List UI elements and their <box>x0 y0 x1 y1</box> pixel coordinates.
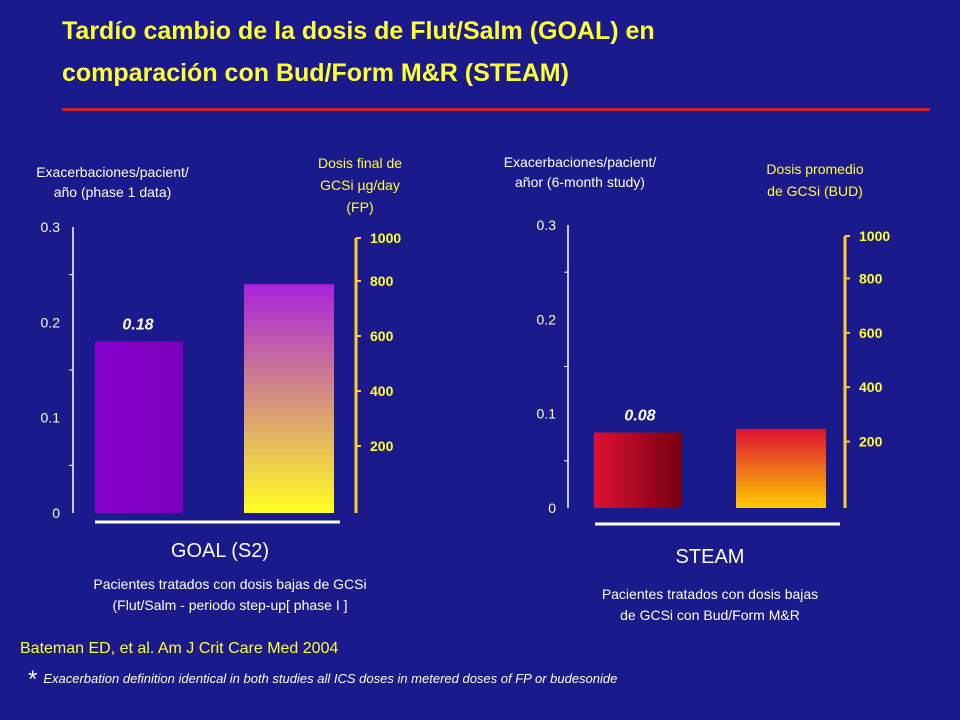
footnote: * Exacerbation definition identical in bo… <box>28 666 928 694</box>
steam-dose-tick-label: 600 <box>859 325 883 341</box>
goal-dose-tick-label: 200 <box>370 438 394 454</box>
goal-left-tick-label: 0.3 <box>41 219 61 235</box>
title-line-1: Tardío cambio de la dosis de Flut/Salm (… <box>62 17 655 45</box>
goal-right-axis-label: Dosis final de GCSi µg/day (FP) <box>290 152 430 218</box>
goal-right-axis-label-line-3: (FP) <box>346 199 374 215</box>
steam-bar-exacerbations <box>594 432 682 508</box>
goal-left-axis-label-line-2: año (phase 1 data) <box>53 184 172 200</box>
steam-left-axis-label: Exacerbaciones/pacient/ añor (6-month st… <box>465 152 695 192</box>
goal-left-tick-label: 0 <box>52 505 60 521</box>
steam-chart: 0.3 0.2 0.1 0 1000 800 600 400 200 0.08 <box>537 217 890 526</box>
goal-left-axis-label: Exacerbaciones/pacient/ año (phase 1 dat… <box>0 162 225 202</box>
goal-left-tick-label: 0.2 <box>41 314 61 330</box>
title-line-2: comparación con Bud/Form M&R (STEAM) <box>62 59 569 87</box>
steam-caption: Pacientes tratados con dosis bajas de GC… <box>530 584 890 626</box>
steam-dose-tick-label: 200 <box>859 434 883 450</box>
steam-left-tick-label: 0.3 <box>537 217 557 233</box>
goal-left-axis-label-line-1: Exacerbaciones/pacient/ <box>36 164 189 180</box>
title-divider <box>62 108 930 111</box>
steam-caption-line-1: Pacientes tratados con dosis bajas <box>601 586 819 602</box>
steam-dose-tick-label: 800 <box>859 270 883 286</box>
steam-left-axis-label-line-2: añor (6-month study) <box>515 174 645 190</box>
steam-left-tick-label: 0.2 <box>537 311 557 327</box>
goal-chart: 0.3 0.2 0.1 0 1000 800 600 400 200 0.18 <box>41 219 401 524</box>
goal-dose-tick-label: 800 <box>370 273 394 289</box>
steam-right-axis-label-line-2: de GCSi (BUD) <box>767 183 863 199</box>
goal-left-tick-label: 0.1 <box>41 410 61 426</box>
footnote-asterisk: * <box>28 666 38 693</box>
steam-left-axis-label-line-1: Exacerbaciones/pacient/ <box>503 154 657 170</box>
steam-bar-value-label: 0.08 <box>624 408 655 425</box>
steam-left-tick-label: 0.1 <box>537 406 557 422</box>
steam-panel-label: STEAM <box>675 546 745 568</box>
goal-dose-tick-label: 600 <box>370 328 394 344</box>
footnote-text: Exacerbation definition identical in bot… <box>43 671 618 686</box>
steam-dose-tick-label: 1000 <box>859 228 890 244</box>
goal-right-axis-label-line-1: Dosis final de <box>317 155 403 171</box>
steam-dose-tick-label: 400 <box>859 379 883 395</box>
goal-dose-tick-label: 1000 <box>370 230 401 246</box>
goal-caption-line-2: (Flut/Salm - periodo step-up[ phase I ] <box>112 597 348 613</box>
goal-dose-tick-label: 400 <box>370 383 394 399</box>
goal-bar-exacerbations <box>95 341 183 513</box>
steam-bar-dose <box>736 428 826 508</box>
goal-caption: Pacientes tratados con dosis bajas de GC… <box>30 574 430 616</box>
goal-panel-label: GOAL (S2) <box>170 540 270 562</box>
goal-bar-dose <box>244 284 334 513</box>
goal-right-axis-label-line-2: GCSi µg/day <box>320 177 400 193</box>
steam-right-axis-label: Dosis promedio de GCSi (BUD) <box>740 158 890 202</box>
goal-caption-line-1: Pacientes tratados con dosis bajas de GC… <box>93 576 367 592</box>
slide-title: Tardío cambio de la dosis de Flut/Salm (… <box>62 10 922 94</box>
steam-left-tick-label: 0 <box>548 500 556 516</box>
steam-caption-line-2: de GCSi con Bud/Form M&R <box>620 607 800 623</box>
citation: Bateman ED, et al. Am J Crit Care Med 20… <box>20 640 339 657</box>
steam-right-axis-label-line-1: Dosis promedio <box>766 161 864 177</box>
goal-bar-value-label: 0.18 <box>122 316 153 333</box>
